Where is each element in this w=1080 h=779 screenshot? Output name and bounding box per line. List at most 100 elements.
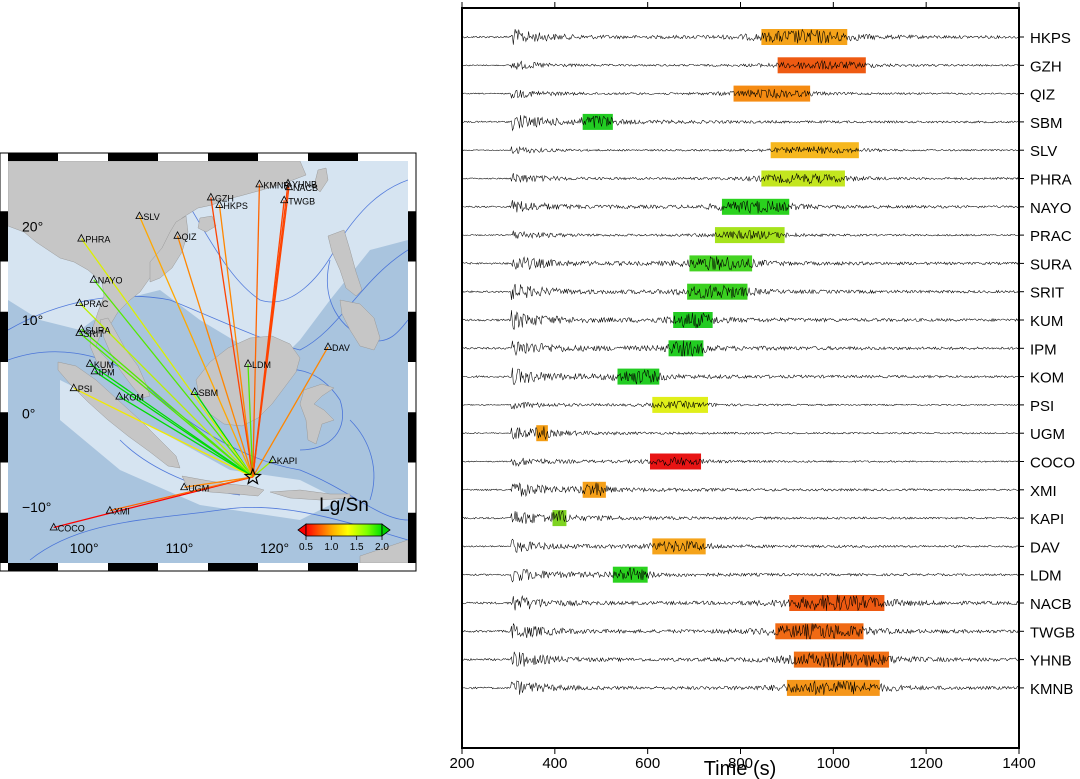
station-triangle-icon <box>75 328 84 336</box>
trace-ugm <box>461 426 1019 441</box>
station-label: QIZ <box>1030 87 1055 104</box>
trace-kom <box>461 367 1019 386</box>
x-tick-label: 600 <box>635 755 660 772</box>
map-lat-tick-label: 0° <box>22 405 35 421</box>
ray-ugm <box>184 476 253 488</box>
ray-paths <box>53 183 329 529</box>
colorbar-tick-label: 1.0 <box>324 542 338 553</box>
lg-window-kapi <box>552 510 567 527</box>
map-station-label: SLV <box>143 212 159 222</box>
map-station-label: TWGB <box>288 196 315 206</box>
map-station-label: NAYO <box>98 276 123 286</box>
lg-window-gzh <box>777 57 866 74</box>
ray-kmnb <box>252 184 261 478</box>
station-label: HKPS <box>1030 30 1071 47</box>
ray-xmi <box>109 476 253 512</box>
x-tick-label: 400 <box>542 755 567 772</box>
station-label: SURA <box>1030 256 1072 273</box>
station-triangle-icon <box>180 482 189 491</box>
station-triangle-icon <box>105 505 115 514</box>
trace-kapi <box>461 510 1019 524</box>
station-label: YHNB <box>1030 653 1072 670</box>
map-station-label: PHRA <box>85 235 110 245</box>
event-star-icon <box>243 467 263 485</box>
lg-window-nacb <box>789 595 885 611</box>
lg-window-ldm <box>612 566 648 583</box>
station-triangle-icon <box>190 387 199 395</box>
lg-window-sbm <box>582 113 613 130</box>
station-triangle-icon <box>135 211 144 220</box>
x-tick-label: 800 <box>728 755 753 772</box>
station-triangle-icon <box>283 178 293 187</box>
station-label: UGM <box>1030 426 1065 443</box>
lg-window-ugm <box>536 425 548 442</box>
map-station-label: GZH <box>215 193 234 203</box>
map-lon-tick-label: 120° <box>260 540 289 556</box>
station-label: NAYO <box>1030 200 1071 217</box>
x-tick-label: 1000 <box>817 755 850 772</box>
x-tick-label: 1200 <box>909 755 942 772</box>
map-station-label: YHNB <box>292 179 317 189</box>
map-station-label: NACB <box>293 183 318 193</box>
colorbar-title: Lg/Sn <box>319 495 369 516</box>
lg-window-phra <box>761 170 845 187</box>
trace-hkps <box>461 28 1019 45</box>
trace-ldm <box>461 567 1019 583</box>
station-triangle-icon <box>243 359 253 367</box>
ray-srit <box>79 332 254 478</box>
map-lat-tick-label: 10° <box>22 312 43 328</box>
lg-window-xmi <box>582 481 606 498</box>
map-station-label: SBM <box>199 388 219 398</box>
map-station-label: IPM <box>99 367 115 377</box>
map-lon-tick-label: 100° <box>70 540 99 556</box>
station-label: LDM <box>1030 568 1062 585</box>
lg-window-psi <box>652 396 709 413</box>
map-station-label: SURA <box>85 325 110 335</box>
lg-window-yhnb <box>793 651 890 668</box>
ray-sura <box>80 328 254 478</box>
station-label: GZH <box>1030 58 1062 75</box>
trace-yhnb <box>461 651 1019 668</box>
trace-sura <box>461 256 1019 271</box>
lg-window-nayo <box>721 198 790 215</box>
x-tick-label: 200 <box>449 755 474 772</box>
lg-window-hkps <box>761 29 848 45</box>
map-lat-tick-label: 20° <box>22 218 43 234</box>
station-triangle-icon <box>90 366 99 375</box>
station-triangle-icon <box>77 233 86 242</box>
ray-dav <box>252 346 329 478</box>
trace-xmi <box>461 482 1019 498</box>
station-triangle-icon <box>215 200 224 208</box>
map-station-label: HKPS <box>223 201 248 211</box>
map-station-label: PSI <box>78 384 93 394</box>
map-station-label: COCO <box>58 523 85 533</box>
trace-slv <box>461 145 1019 155</box>
trace-sbm <box>462 114 1019 132</box>
trace-psi <box>461 400 1019 410</box>
map-axis-labels: 100° 110° 120° 20° 10° 0° −10° <box>22 218 289 556</box>
station-triangle-icon <box>85 359 95 367</box>
lg-window-dav <box>652 538 706 555</box>
trace-kum <box>461 310 1019 330</box>
x-axis-title: Time (s) <box>704 758 777 779</box>
map-station-label: PRAC <box>83 299 109 309</box>
trace-nayo <box>461 199 1019 214</box>
map-station-label: UGM <box>188 483 209 493</box>
station-label: COCO <box>1030 455 1075 472</box>
trace-qiz <box>461 88 1019 99</box>
station-label: PSI <box>1030 398 1054 415</box>
station-triangle-icon <box>268 455 277 464</box>
lg-window-sura <box>689 255 753 272</box>
map-station-label: KMNB <box>263 180 289 190</box>
colorbar: Lg/Sn 0.5 1.0 1.5 2.0 <box>297 495 391 553</box>
station-label: SRIT <box>1030 285 1064 302</box>
trace-prac <box>461 229 1019 240</box>
station-label: TWGB <box>1030 624 1075 641</box>
ray-slv <box>138 215 254 478</box>
ray-nayo <box>93 279 254 478</box>
lg-window-ipm <box>668 340 704 357</box>
station-triangle-icon <box>206 192 216 201</box>
lg-window-srit <box>687 283 748 300</box>
station-label: XMI <box>1030 483 1057 500</box>
map-station-label: KOM <box>123 393 144 403</box>
